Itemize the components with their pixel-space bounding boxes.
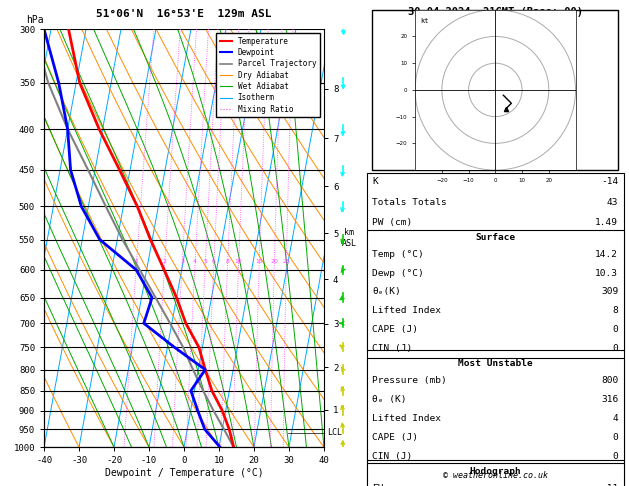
Text: 309: 309 <box>601 287 618 296</box>
Text: 2: 2 <box>163 259 167 264</box>
Text: 14.2: 14.2 <box>595 250 618 259</box>
Text: 5: 5 <box>203 259 207 264</box>
Text: 3: 3 <box>180 259 184 264</box>
Text: LCL: LCL <box>326 429 342 437</box>
Text: kt: kt <box>421 18 429 24</box>
Text: 8: 8 <box>226 259 230 264</box>
Text: Dewp (°C): Dewp (°C) <box>372 269 424 278</box>
Text: K: K <box>372 177 378 187</box>
Text: Lifted Index: Lifted Index <box>372 306 442 315</box>
Text: Totals Totals: Totals Totals <box>372 198 447 207</box>
Text: hPa: hPa <box>26 15 43 25</box>
Text: 20: 20 <box>270 259 278 264</box>
Text: 4: 4 <box>613 414 618 423</box>
Text: PW (cm): PW (cm) <box>372 218 413 227</box>
Text: Lifted Index: Lifted Index <box>372 414 442 423</box>
Text: CIN (J): CIN (J) <box>372 451 413 461</box>
Text: © weatheronline.co.uk: © weatheronline.co.uk <box>443 471 548 480</box>
Text: Hodograph: Hodograph <box>469 467 521 476</box>
Bar <box>367 358 624 460</box>
Text: 1.49: 1.49 <box>595 218 618 227</box>
Text: Temp (°C): Temp (°C) <box>372 250 424 259</box>
Text: 8: 8 <box>613 306 618 315</box>
Legend: Temperature, Dewpoint, Parcel Trajectory, Dry Adiabat, Wet Adiabat, Isotherm, Mi: Temperature, Dewpoint, Parcel Trajectory… <box>216 33 320 117</box>
Text: 25: 25 <box>282 259 290 264</box>
Bar <box>367 173 624 486</box>
Text: 0: 0 <box>613 451 618 461</box>
Text: CAPE (J): CAPE (J) <box>372 325 418 334</box>
Text: 4: 4 <box>193 259 197 264</box>
Text: 316: 316 <box>601 395 618 404</box>
Text: 10.3: 10.3 <box>595 269 618 278</box>
Text: CAPE (J): CAPE (J) <box>372 433 418 442</box>
X-axis label: Dewpoint / Temperature (°C): Dewpoint / Temperature (°C) <box>104 468 264 478</box>
Text: θₑ(K): θₑ(K) <box>372 287 401 296</box>
Text: 0: 0 <box>613 325 618 334</box>
Text: 6: 6 <box>212 259 216 264</box>
Text: Mixing Ratio (g/kg): Mixing Ratio (g/kg) <box>374 194 383 282</box>
Text: -11: -11 <box>601 484 618 486</box>
Text: 51°06'N  16°53'E  129m ASL: 51°06'N 16°53'E 129m ASL <box>96 9 272 19</box>
Text: 43: 43 <box>607 198 618 207</box>
Text: 30.04.2024  21GMT (Base: 00): 30.04.2024 21GMT (Base: 00) <box>408 7 583 17</box>
Text: EH: EH <box>372 484 384 486</box>
Y-axis label: km
ASL: km ASL <box>342 228 357 248</box>
Text: 1: 1 <box>135 259 138 264</box>
Text: Pressure (mb): Pressure (mb) <box>372 377 447 385</box>
Text: 0: 0 <box>613 433 618 442</box>
Text: Most Unstable: Most Unstable <box>458 360 533 368</box>
Text: 10: 10 <box>235 259 243 264</box>
Text: 0: 0 <box>613 344 618 353</box>
Text: Surface: Surface <box>476 233 515 242</box>
Bar <box>372 10 618 170</box>
Text: CIN (J): CIN (J) <box>372 344 413 353</box>
Bar <box>367 463 624 486</box>
Text: 800: 800 <box>601 377 618 385</box>
Text: -14: -14 <box>601 177 618 187</box>
Text: 15: 15 <box>255 259 263 264</box>
Bar <box>367 230 624 349</box>
Text: θₑ (K): θₑ (K) <box>372 395 407 404</box>
